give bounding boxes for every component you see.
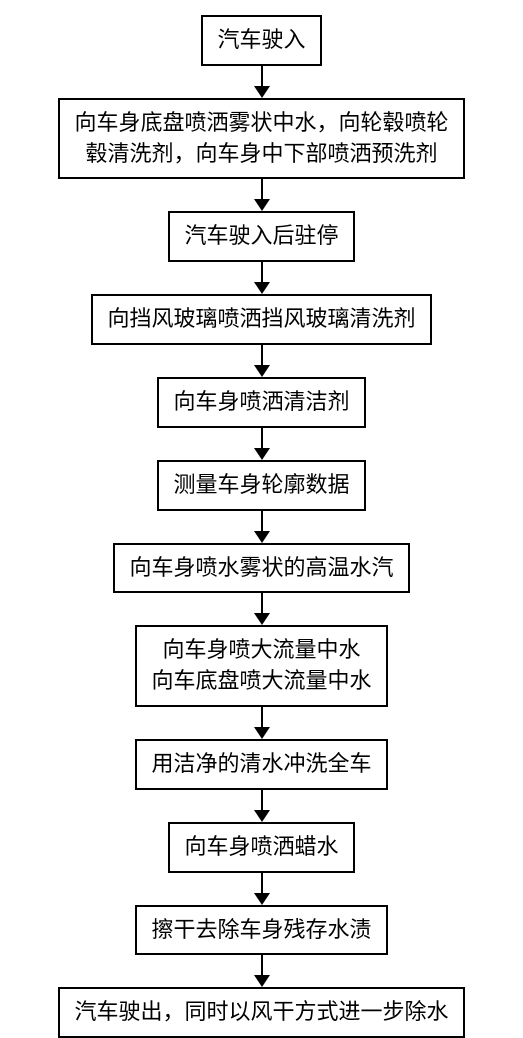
flowchart-step: 向车身喷水雾状的高温水汽 bbox=[113, 543, 409, 594]
flowchart-step: 汽车驶入后驻停 bbox=[168, 211, 354, 262]
flowchart-arrow bbox=[254, 428, 270, 460]
flowchart-arrow bbox=[254, 66, 270, 98]
flowchart-step: 测量车身轮廓数据 bbox=[157, 460, 365, 511]
flowchart-arrow bbox=[254, 262, 270, 294]
flowchart-arrow bbox=[254, 955, 270, 987]
flowchart-step: 向车身喷大流量中水 向车底盘喷大流量中水 bbox=[135, 625, 387, 707]
flowchart-arrow bbox=[254, 593, 270, 625]
flowchart-arrow bbox=[254, 707, 270, 739]
flowchart-arrow bbox=[254, 179, 270, 211]
flowchart-container: 汽车驶入 向车身底盘喷洒雾状中水，向轮毂喷轮 毂清洗剂，向车身中下部喷洒预洗剂 … bbox=[0, 15, 523, 1038]
flowchart-step: 用洁净的清水冲洗全车 bbox=[135, 739, 387, 790]
flowchart-step: 汽车驶出，同时以风干方式进一步除水 bbox=[58, 987, 464, 1038]
flowchart-step: 向车身喷洒清洁剂 bbox=[157, 377, 365, 428]
flowchart-arrow bbox=[254, 345, 270, 377]
flowchart-step: 向车身底盘喷洒雾状中水，向轮毂喷轮 毂清洗剂，向车身中下部喷洒预洗剂 bbox=[58, 98, 464, 180]
flowchart-step: 擦干去除车身残存水渍 bbox=[135, 905, 387, 956]
flowchart-step: 汽车驶入 bbox=[201, 15, 321, 66]
flowchart-arrow bbox=[254, 790, 270, 822]
flowchart-arrow bbox=[254, 511, 270, 543]
flowchart-step: 向挡风玻璃喷洒挡风玻璃清洗剂 bbox=[91, 294, 431, 345]
flowchart-step: 向车身喷洒蜡水 bbox=[168, 822, 354, 873]
flowchart-arrow bbox=[254, 873, 270, 905]
